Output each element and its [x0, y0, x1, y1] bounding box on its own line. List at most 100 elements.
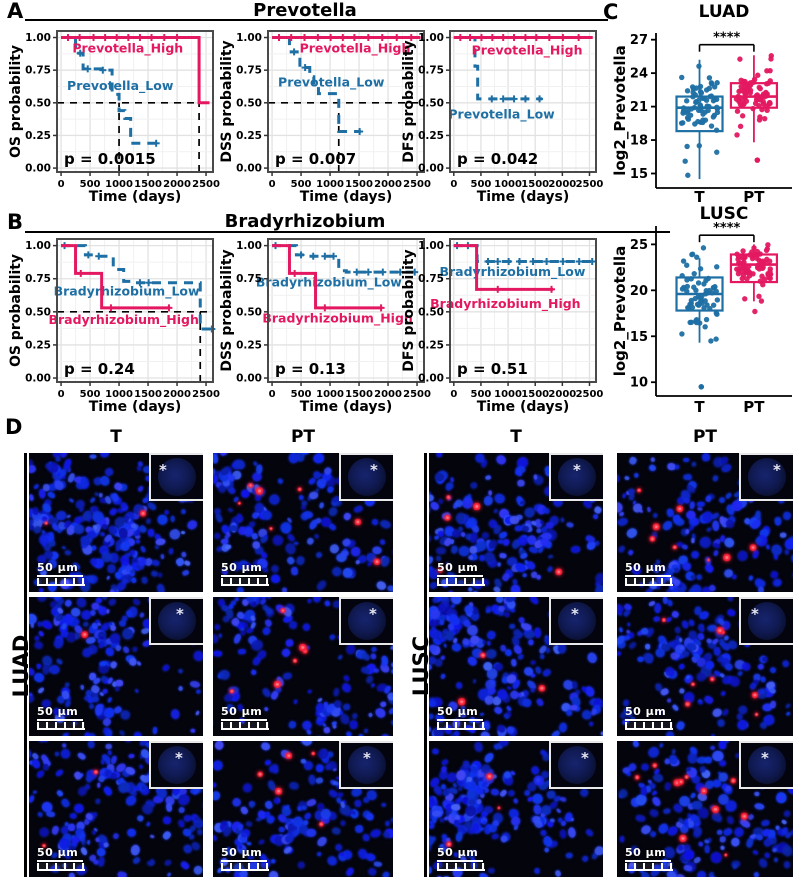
panel-d-group-bracket-luad: [24, 453, 27, 877]
scale-bar: 50 µm: [437, 846, 485, 871]
scale-bar: 50 µm: [625, 561, 673, 586]
svg-text:0.50: 0.50: [25, 97, 51, 109]
svg-text:1.00: 1.00: [418, 32, 444, 44]
tissue-core-circle: [158, 746, 196, 784]
km-xlabel: Time (days): [477, 189, 570, 205]
scale-bar-ruler: [625, 722, 673, 730]
micrograph-lusc-t-1: * 50 µm: [429, 453, 603, 592]
km-ylabel: OS probability: [8, 45, 24, 158]
svg-text:0.50: 0.50: [418, 306, 444, 318]
scale-bar: 50 µm: [37, 561, 85, 586]
tissue-core-circle: [558, 602, 596, 640]
km-p-value: p = 0.042: [457, 150, 538, 168]
scale-bar-label: 50 µm: [221, 561, 267, 577]
svg-text:0.00: 0.00: [418, 163, 444, 175]
micrograph-lusc-pt-1: * 50 µm: [617, 453, 793, 592]
km-xlabel: Time (days): [300, 399, 393, 415]
scale-bar-ruler: [437, 578, 485, 586]
scale-bar: 50 µm: [221, 846, 269, 871]
scale-bar-ruler: [221, 578, 269, 586]
svg-text:500: 500: [470, 389, 491, 400]
tissue-core-circle: [158, 602, 196, 640]
svg-text:0: 0: [58, 179, 65, 190]
svg-text:2500: 2500: [403, 389, 431, 400]
km-p-value: p = 0.13: [275, 360, 346, 378]
svg-text:0.75: 0.75: [236, 65, 262, 77]
panel-d-group-bracket-lusc: [424, 453, 427, 877]
km-p-value: p = 0.0015: [64, 150, 156, 168]
scale-bar-label: 50 µm: [437, 705, 483, 721]
tissue-core-inset: *: [339, 597, 393, 645]
boxplot-title: LUAD: [699, 2, 750, 22]
svg-text:0: 0: [269, 179, 276, 190]
tissue-core-circle: [748, 458, 786, 496]
scale-bar: 50 µm: [37, 705, 85, 730]
svg-text:1500: 1500: [521, 389, 549, 400]
scale-bar: 50 µm: [37, 846, 85, 871]
tissue-core-inset: *: [549, 453, 603, 501]
svg-text:0.25: 0.25: [418, 339, 444, 351]
micrograph-lusc-t-3: * 50 µm: [429, 741, 603, 877]
svg-text:1000: 1000: [494, 179, 522, 190]
svg-text:0.00: 0.00: [418, 373, 444, 385]
km-curve-low-label: Prevotella_Low: [448, 107, 555, 123]
svg-text:15: 15: [630, 167, 648, 182]
svg-text:2000: 2000: [548, 389, 576, 400]
scale-bar: 50 µm: [625, 705, 673, 730]
svg-text:2500: 2500: [576, 179, 604, 190]
km-curve-high-label: Prevotella_High: [72, 41, 183, 57]
svg-text:0.25: 0.25: [418, 130, 444, 142]
tissue-core-circle: [748, 746, 786, 784]
panel-d-col-header-t-luad: T: [110, 427, 122, 447]
svg-text:0.75: 0.75: [418, 65, 444, 77]
tissue-core-circle: [348, 458, 386, 496]
km-curve-low-label: Prevotella_Low: [278, 75, 385, 91]
svg-text:1000: 1000: [494, 389, 522, 400]
svg-text:27: 27: [630, 33, 648, 48]
svg-text:0.25: 0.25: [25, 339, 51, 351]
svg-text:0.50: 0.50: [25, 306, 51, 318]
inset-asterisk-marker: *: [573, 461, 581, 479]
tissue-core-inset: *: [149, 597, 203, 645]
km-curve-low-label: Bradyrhizobium_Low: [439, 264, 585, 280]
panel-d-col-header-t-lusc: T: [510, 427, 522, 447]
scale-bar: 50 µm: [437, 705, 485, 730]
scale-bar: 50 µm: [221, 561, 269, 586]
svg-text:10: 10: [630, 376, 648, 391]
micrograph-lusc-pt-2: * 50 µm: [617, 597, 793, 736]
km-curve-low-label: Bradyrhizobium_Low: [256, 275, 402, 291]
tissue-core-inset: *: [149, 741, 203, 789]
panel-c-label: C: [603, 0, 619, 24]
svg-text:2000: 2000: [163, 389, 191, 400]
svg-text:500: 500: [80, 179, 101, 190]
scale-bar-label: 50 µm: [37, 561, 83, 577]
km-xlabel: Time (days): [477, 399, 570, 415]
significance-stars: ****: [713, 221, 740, 236]
scale-bar-label: 50 µm: [221, 705, 267, 721]
scale-bar-ruler: [37, 578, 85, 586]
tissue-core-inset: *: [149, 453, 203, 501]
svg-text:18: 18: [630, 134, 648, 149]
boxplot-category-label: T: [694, 188, 705, 206]
inset-asterisk-marker: *: [175, 749, 183, 767]
svg-text:1500: 1500: [345, 389, 373, 400]
scale-bar-ruler: [625, 578, 673, 586]
svg-text:2000: 2000: [163, 179, 191, 190]
scale-bar-label: 50 µm: [625, 561, 671, 577]
svg-text:0.00: 0.00: [236, 163, 262, 175]
svg-text:0.00: 0.00: [25, 163, 51, 175]
panel-b-underline: [25, 231, 670, 233]
svg-text:1.00: 1.00: [418, 240, 444, 252]
svg-text:2500: 2500: [576, 389, 604, 400]
svg-text:1000: 1000: [316, 179, 344, 190]
scale-bar-ruler: [37, 863, 85, 871]
km-curve-high: [453, 244, 554, 291]
micrograph-lusc-t-2: * 50 µm: [429, 597, 603, 736]
svg-text:25: 25: [630, 238, 648, 253]
km-curve-high-label: Prevotella_High: [472, 43, 583, 59]
